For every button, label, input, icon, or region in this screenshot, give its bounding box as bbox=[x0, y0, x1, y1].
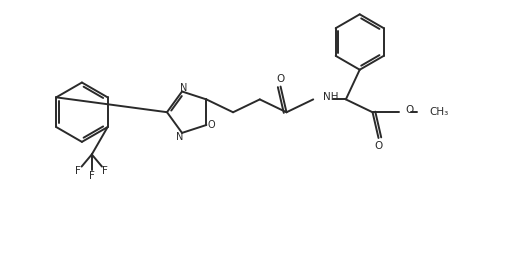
Text: F: F bbox=[102, 166, 108, 176]
Text: CH₃: CH₃ bbox=[429, 107, 448, 117]
Text: N: N bbox=[176, 132, 184, 142]
Text: O: O bbox=[277, 74, 285, 84]
Text: O: O bbox=[405, 105, 413, 115]
Text: N: N bbox=[180, 82, 188, 93]
Text: F: F bbox=[89, 171, 95, 181]
Text: O: O bbox=[208, 120, 215, 130]
Text: NH: NH bbox=[323, 92, 339, 102]
Text: F: F bbox=[76, 166, 81, 176]
Text: O: O bbox=[375, 141, 383, 151]
